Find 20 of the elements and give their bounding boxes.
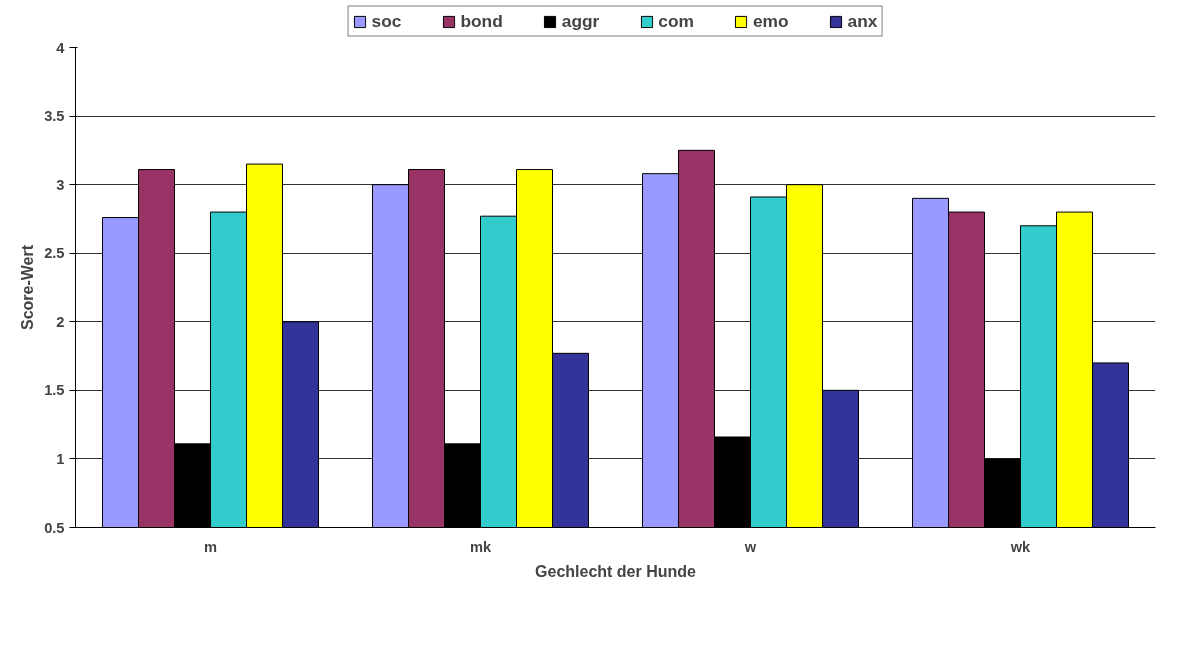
y-tick-label: 3 [56,176,65,193]
legend-label: anx [847,10,878,32]
y-tick-label: 1 [56,450,65,467]
legend-label: emo [752,10,789,32]
x-tick-label: mk [469,538,492,555]
y-tick-label: 1.5 [44,382,65,399]
legend-label: com [658,10,694,32]
y-axis-title: Score-Wert [19,244,37,331]
legend-label: bond [460,10,503,32]
x-tick-label: m [203,538,218,555]
y-tick-label: 2 [56,313,65,330]
x-tick-label: w [743,538,757,555]
y-tick-label: 0.5 [44,519,65,536]
legend-label: soc [371,10,402,32]
legend-label: aggr [561,10,600,32]
y-tick-label: 3.5 [44,108,65,125]
x-tick-label: wk [1009,538,1032,555]
y-tick-label: 2.5 [44,245,65,262]
x-axis-title: Gechlecht der Hunde [535,562,697,580]
y-tick-label: 4 [56,39,66,56]
